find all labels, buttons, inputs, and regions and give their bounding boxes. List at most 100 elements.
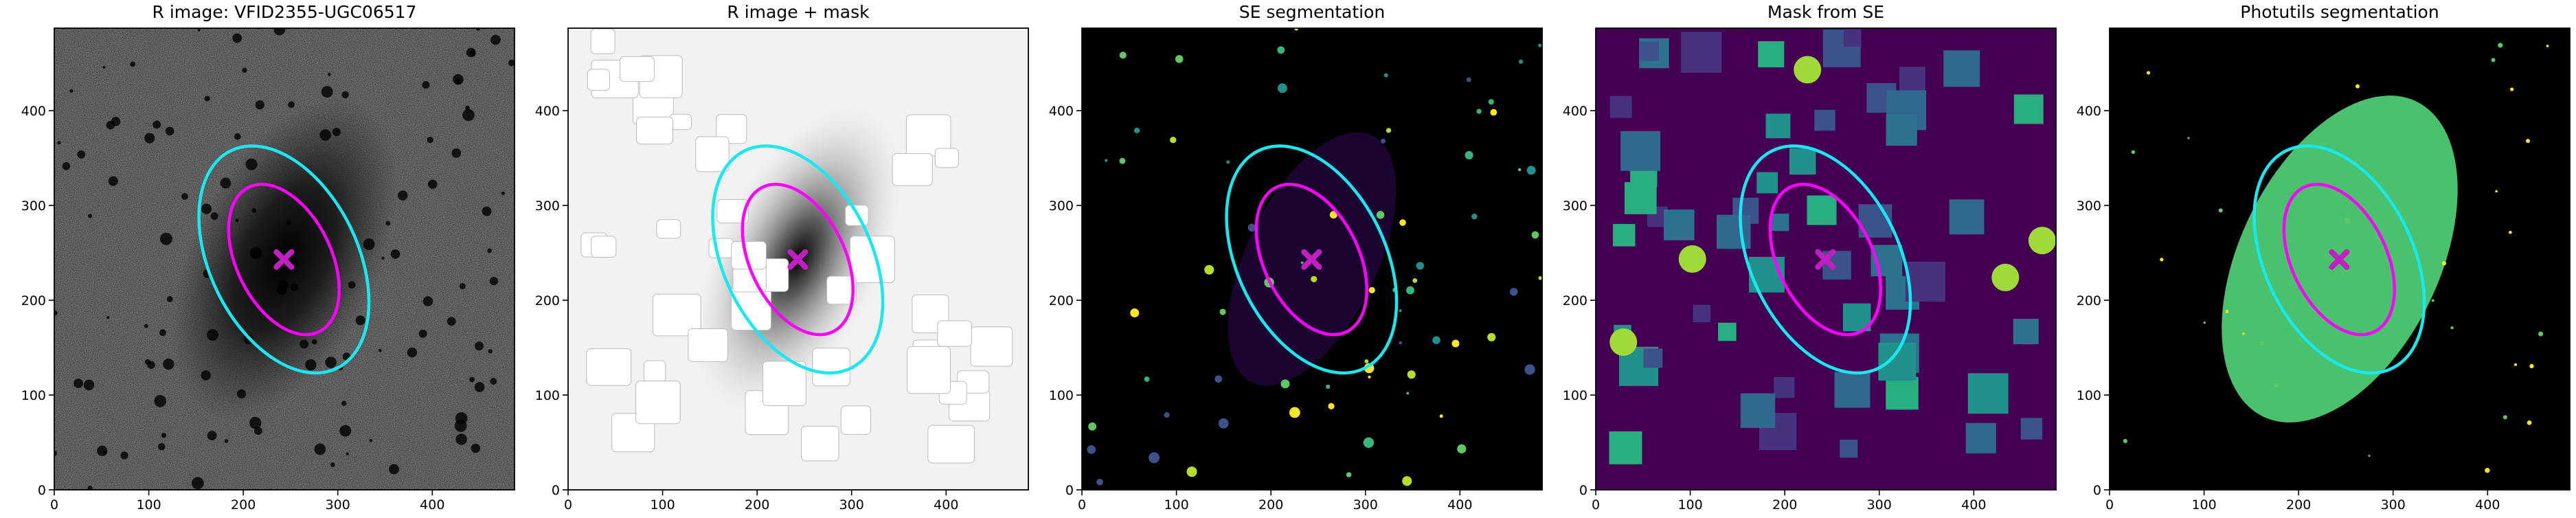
mask-square xyxy=(1609,431,1642,464)
segment xyxy=(2345,218,2351,224)
segment xyxy=(2441,261,2447,266)
segment xyxy=(1326,384,1331,389)
segment xyxy=(1119,52,1127,59)
segment xyxy=(1289,407,1300,418)
star xyxy=(255,100,264,110)
segment xyxy=(1214,375,1223,383)
mask-square xyxy=(1620,131,1661,171)
x-tick-label: 100 xyxy=(136,497,161,513)
star xyxy=(300,339,309,349)
segment xyxy=(1368,375,1371,379)
star xyxy=(447,317,456,326)
star xyxy=(407,347,418,358)
segment xyxy=(1346,472,1352,477)
x-tick-label: 0 xyxy=(564,497,572,513)
star xyxy=(471,443,481,453)
star xyxy=(273,28,286,36)
segment xyxy=(1175,55,1184,63)
ellipse xyxy=(1225,144,1399,375)
segment xyxy=(2146,71,2151,75)
mask-patch xyxy=(652,293,701,337)
mask-square xyxy=(1756,172,1778,194)
ellipse xyxy=(1254,183,1369,337)
mask-square xyxy=(1943,50,1980,87)
star xyxy=(236,389,247,398)
star xyxy=(87,485,93,490)
segment xyxy=(2495,190,2498,193)
center-marker xyxy=(1301,249,1322,270)
segment xyxy=(1170,136,1177,144)
mask-square xyxy=(1905,261,1945,302)
panel: Mask from SE 0 100 200 300 400 0 100 200 300 400 xyxy=(1563,2,2057,513)
segment xyxy=(1432,336,1440,344)
star xyxy=(385,221,391,226)
star xyxy=(475,341,484,351)
x-tick-label: 100 xyxy=(1164,497,1188,513)
x-tick-label: 400 xyxy=(2475,497,2500,513)
mask-square xyxy=(1609,95,1632,118)
segment xyxy=(1526,166,1536,175)
x-tick-label: 0 xyxy=(50,497,58,513)
y-tick-label: 0 xyxy=(2093,483,2101,498)
star xyxy=(74,379,83,388)
x-tick-label: 200 xyxy=(1258,497,1283,513)
mask-patch xyxy=(716,114,747,144)
image xyxy=(1596,28,2056,490)
star xyxy=(163,358,174,370)
segment xyxy=(2538,331,2544,337)
star xyxy=(455,433,467,445)
star xyxy=(160,232,172,245)
segment xyxy=(1144,376,1150,382)
mask-patch xyxy=(716,199,749,224)
x-tick-label: 200 xyxy=(1772,497,1797,513)
image xyxy=(1082,28,1542,490)
y-tick-label: 400 xyxy=(535,104,560,119)
star xyxy=(319,129,331,141)
star xyxy=(251,208,257,213)
segment xyxy=(1490,109,1498,116)
segment xyxy=(2218,208,2223,213)
mask-square xyxy=(1899,67,1925,93)
star xyxy=(341,401,347,406)
mask-patch xyxy=(587,69,611,91)
x-tick-label: 0 xyxy=(1078,497,1086,513)
segment xyxy=(1149,452,1160,464)
panel-title: SE segmentation xyxy=(1239,2,1385,22)
star xyxy=(277,285,287,295)
star xyxy=(152,120,161,129)
mask-square xyxy=(2013,318,2039,345)
star xyxy=(288,101,295,109)
star xyxy=(158,442,166,451)
mask-disk xyxy=(1991,263,2020,291)
ellipse xyxy=(197,144,371,375)
star xyxy=(328,73,331,76)
mask-square xyxy=(1765,113,1791,139)
star xyxy=(314,443,326,455)
y-tick-label: 300 xyxy=(21,199,46,214)
center-marker xyxy=(2329,249,2350,270)
y-tick-label: 400 xyxy=(2077,104,2101,119)
segment xyxy=(1518,59,1524,64)
mask-square xyxy=(1664,210,1695,240)
segment xyxy=(1277,83,1287,93)
star xyxy=(165,126,174,136)
ellipse xyxy=(711,144,885,375)
star xyxy=(305,359,317,371)
mask-patch xyxy=(656,219,681,239)
mask-patch xyxy=(635,380,681,425)
panel: R image + mask 0 100 200 300 400 0 100 200 300 400 xyxy=(535,2,1029,513)
x-tick-label: 400 xyxy=(1447,497,1472,513)
segment xyxy=(1399,309,1402,313)
x-tick-label: 200 xyxy=(2286,497,2311,513)
segment xyxy=(1471,213,1478,220)
star xyxy=(204,95,210,102)
y-tick-label: 300 xyxy=(1049,199,1074,214)
ellipse xyxy=(227,183,341,337)
y-tick-label: 400 xyxy=(1563,104,1588,119)
segment xyxy=(2123,438,2127,444)
x-tick-label: 100 xyxy=(1677,497,1702,513)
y-tick-label: 100 xyxy=(1563,388,1588,403)
star xyxy=(144,359,150,365)
mask-square xyxy=(1758,41,1785,67)
